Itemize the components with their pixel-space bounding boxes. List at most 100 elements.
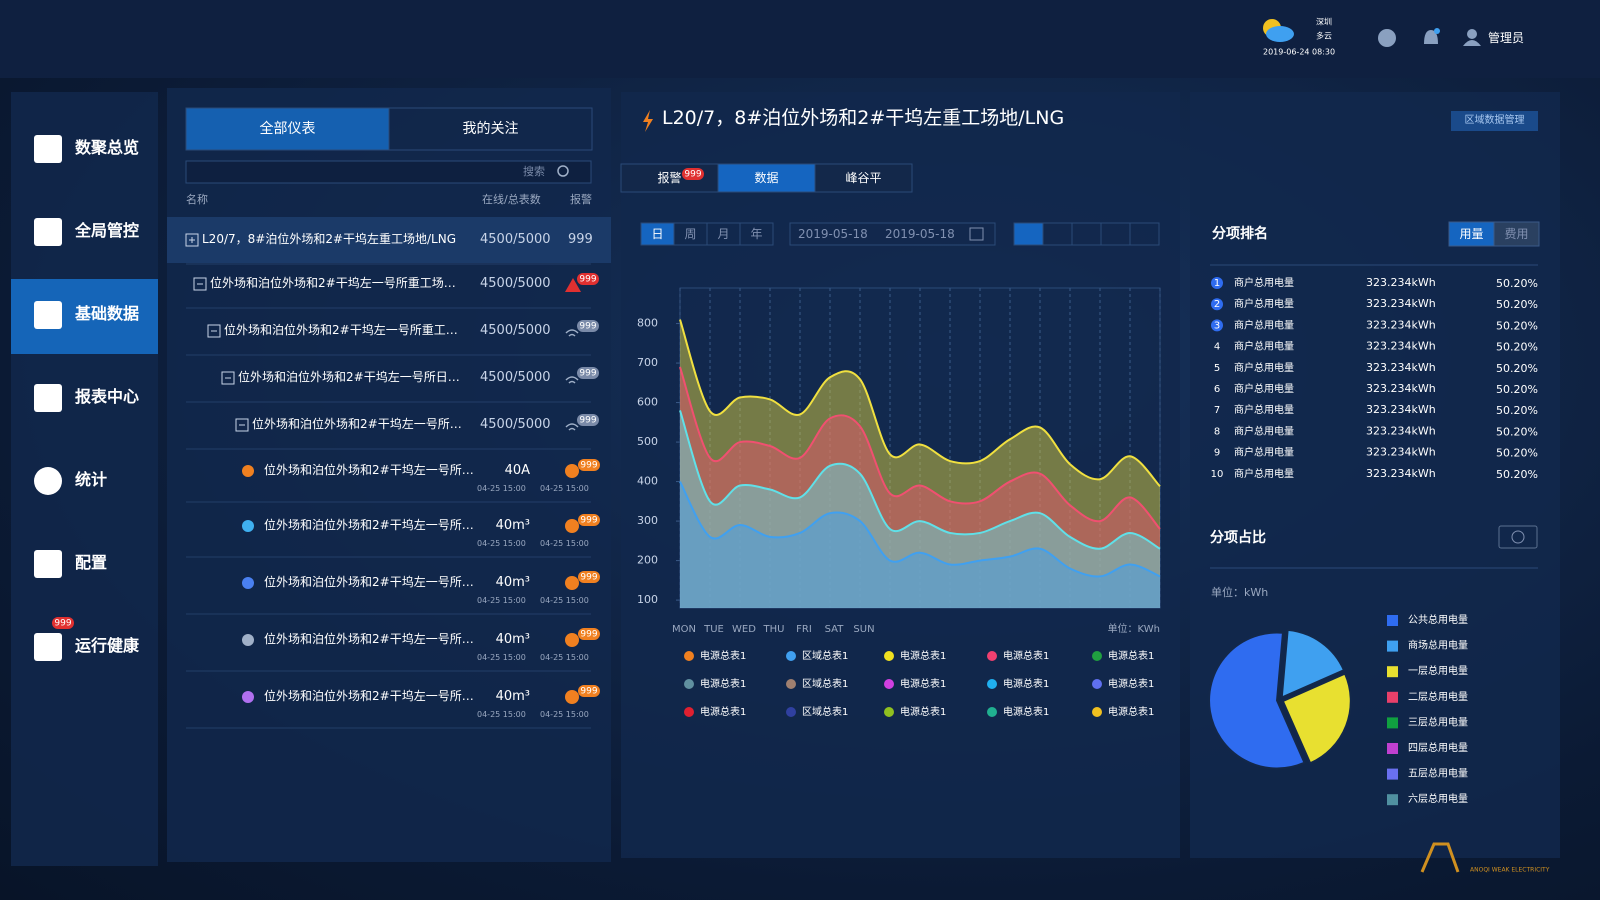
period-label[interactable]: 日 (651, 227, 664, 241)
pie-legend-label: 五层总用电量 (1408, 767, 1468, 780)
badge (577, 320, 599, 332)
tab-label[interactable]: 全部仪表 (259, 121, 316, 137)
search-placeholder[interactable]: 搜索 (523, 165, 545, 178)
detail-tab-label[interactable]: 峰谷平 (845, 171, 882, 185)
sidebar-item[interactable]: 统计 (75, 470, 108, 489)
rank: 7 (1214, 405, 1220, 416)
pie-unit: 单位：kWh (1211, 585, 1268, 599)
rank-share: 50.20% (1496, 468, 1538, 481)
legend-dot (884, 679, 894, 689)
legend-label: 电源总表1 (1108, 649, 1154, 662)
pie-legend-label: 二层总用电量 (1408, 690, 1468, 703)
date-to[interactable]: 2019-05-18 (885, 227, 955, 241)
x-tick-label: MON (672, 624, 696, 635)
toggle-label[interactable]: 用量 (1459, 227, 1484, 241)
meter-value: 40m³ (495, 575, 530, 590)
rank-value: 323.234kWh (1366, 403, 1436, 416)
legend-dot (786, 707, 796, 717)
tree-toggle (235, 418, 249, 432)
meter-value: 40m³ (495, 689, 530, 704)
meter-name[interactable]: 位外场和泊位外场和2#干坞左一号所… (264, 575, 474, 589)
group-name[interactable]: 位外场和泊位外场和2#干坞左一号所重工场… (210, 276, 456, 290)
tool-button (1071, 222, 1102, 246)
datetime: 2019-06-24 08:30 (1263, 48, 1335, 57)
legend-dot (1092, 651, 1102, 661)
sidebar-icon (34, 218, 62, 246)
user-name[interactable]: 管理员 (1488, 31, 1525, 45)
x-tick-label: TUE (703, 624, 724, 635)
meter-time: 04-25 15:00 (477, 484, 526, 493)
sidebar-icon (34, 550, 62, 578)
pie-legend-swatch (1387, 743, 1398, 754)
signal-icon (565, 376, 579, 384)
badge (577, 414, 599, 426)
toggle-label[interactable]: 费用 (1504, 227, 1529, 241)
rank-name: 商户总用电量 (1234, 446, 1294, 459)
badge (578, 514, 600, 526)
currency-button (1498, 525, 1538, 549)
detail-tab-label[interactable]: 报警 (657, 171, 682, 185)
meter-name[interactable]: 位外场和泊位外场和2#干坞左一号所… (264, 632, 474, 646)
badge (578, 459, 600, 471)
legend-dot (884, 651, 894, 661)
rank-name: 商户总用电量 (1234, 318, 1294, 331)
pie-legend-swatch (1387, 768, 1398, 780)
column-header: 名称 (186, 193, 208, 206)
group-name[interactable]: 位外场和泊位外场和2#干坞左一号所… (252, 417, 462, 431)
legend-dot (987, 651, 997, 661)
period-label[interactable]: 周 (684, 227, 697, 241)
group-name[interactable]: 位外场和泊位外场和2#干坞左一号所日… (238, 370, 460, 384)
detail-tab (620, 163, 719, 193)
group-name[interactable]: 位外场和泊位外场和2#干坞左一号所重工… (224, 323, 458, 337)
meter-icon (242, 465, 254, 477)
meter-time: 04-25 15:00 (540, 710, 589, 719)
sidebar-item[interactable]: 全局管控 (75, 221, 140, 240)
y-tick-label: 100 (637, 593, 658, 606)
date-from[interactable]: 2019-05-18 (798, 227, 868, 241)
meter-time: 04-25 15:00 (477, 539, 526, 548)
x-tick-label: THU (763, 624, 785, 635)
sidebar-item[interactable]: 运行健康 (75, 636, 140, 655)
meter-name[interactable]: 位外场和泊位外场和2#干坞左一号所… (264, 463, 474, 477)
tab-label[interactable]: 我的关注 (462, 121, 519, 137)
meter-name[interactable]: 位外场和泊位外场和2#干坞左一号所… (264, 689, 474, 703)
badge-text: 999 (580, 630, 597, 640)
period-label[interactable]: 月 (717, 227, 730, 241)
legend-label: 电源总表1 (1003, 705, 1049, 718)
y-tick-label: 800 (637, 317, 658, 330)
unit-label: 单位：KWh (1108, 622, 1160, 635)
pie-legend-label: 四层总用电量 (1408, 741, 1468, 754)
pie-legend-label: 六层总用电量 (1408, 792, 1468, 805)
legend-dot (684, 679, 694, 689)
group-alarm: 999 (568, 232, 593, 247)
meter-time: 04-25 15:00 (540, 539, 589, 548)
brand: ANOQI WEAK ELECTRICITY (1470, 867, 1550, 874)
tool-button (1042, 222, 1073, 246)
rank-name: 商户总用电量 (1234, 276, 1294, 289)
pie-legend-swatch (1387, 717, 1398, 729)
meter-time: 04-25 15:00 (477, 653, 526, 662)
sidebar-item[interactable]: 配置 (75, 553, 108, 572)
alarm-icon (565, 633, 579, 647)
detail-tab (814, 163, 913, 193)
sidebar-item[interactable]: 报表中心 (75, 387, 140, 406)
signal-icon (565, 329, 579, 337)
manage-button-label[interactable]: 区域数据管理 (1464, 115, 1525, 126)
sidebar-item[interactable]: 数聚总览 (75, 138, 140, 157)
group-name[interactable]: L20/7，8#泊位外场和2#干坞左重工场地/LNG (202, 232, 457, 246)
rank: 9 (1214, 448, 1220, 459)
legend-label: 电源总表1 (1003, 649, 1049, 662)
rank: 6 (1214, 384, 1220, 395)
detail-tab-label[interactable]: 数据 (754, 171, 779, 185)
period-label[interactable]: 年 (750, 227, 763, 241)
date-box (789, 222, 996, 246)
legend-dot (987, 679, 997, 689)
sidebar-item[interactable]: 基础数据 (75, 304, 140, 323)
legend-dot (684, 651, 694, 661)
group-count: 4500/5000 (480, 323, 551, 338)
signal-icon (565, 423, 579, 431)
y-tick-label: 700 (637, 356, 658, 369)
meter-name[interactable]: 位外场和泊位外场和2#干坞左一号所… (264, 518, 474, 532)
legend-label: 区域总表1 (802, 705, 848, 718)
